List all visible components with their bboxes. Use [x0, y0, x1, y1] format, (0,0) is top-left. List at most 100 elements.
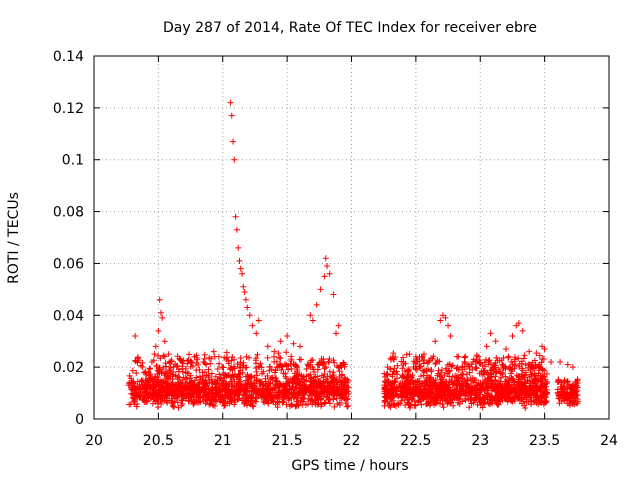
data-point	[298, 356, 305, 363]
data-point	[193, 374, 200, 381]
data-point	[265, 397, 272, 404]
data-point	[219, 385, 226, 392]
data-point	[437, 317, 444, 324]
data-point	[234, 396, 241, 403]
x-tick-label: 21.5	[272, 433, 303, 449]
data-point	[239, 395, 246, 402]
data-point	[235, 395, 242, 402]
data-point	[151, 394, 158, 401]
data-point	[548, 358, 555, 365]
y-tick-label: 0.14	[53, 49, 84, 65]
data-point	[569, 364, 576, 371]
data-point	[387, 365, 394, 372]
data-point	[194, 399, 201, 406]
x-tick-label: 20.5	[143, 433, 174, 449]
data-point	[196, 366, 203, 373]
data-point	[307, 312, 314, 319]
grid-lines	[94, 56, 609, 419]
data-point	[333, 330, 340, 337]
data-point	[266, 380, 273, 387]
data-point	[206, 390, 213, 397]
data-point	[283, 375, 290, 382]
data-point	[259, 393, 266, 400]
data-point	[331, 385, 338, 392]
data-point	[420, 368, 427, 375]
data-point	[196, 379, 203, 386]
data-point	[284, 333, 291, 340]
data-point	[212, 373, 219, 380]
data-point	[163, 381, 170, 388]
data-point	[318, 391, 325, 398]
data-point	[197, 386, 204, 393]
data-point	[314, 394, 321, 401]
data-point	[126, 372, 133, 379]
data-point	[340, 393, 347, 400]
data-point	[392, 378, 399, 385]
data-point	[236, 391, 243, 398]
data-point	[447, 333, 454, 340]
data-point	[232, 389, 239, 396]
data-point	[455, 353, 462, 360]
data-point	[315, 400, 322, 407]
data-point	[128, 384, 135, 391]
data-point	[290, 380, 297, 387]
data-point	[246, 312, 253, 319]
data-point	[335, 322, 342, 329]
data-point	[271, 353, 278, 360]
data-point	[249, 402, 256, 409]
data-point	[285, 379, 292, 386]
y-tick-label: 0.08	[53, 205, 84, 221]
x-tick-label: 24	[600, 433, 618, 449]
data-point	[280, 391, 287, 398]
data-point	[156, 392, 163, 399]
data-point	[432, 338, 439, 345]
data-point	[189, 386, 196, 393]
data-point	[242, 296, 249, 303]
data-point	[163, 363, 170, 370]
data-point	[239, 270, 246, 277]
data-point	[250, 380, 257, 387]
data-point	[241, 388, 248, 395]
data-point	[174, 399, 181, 406]
data-point	[182, 395, 189, 402]
data-point	[271, 358, 278, 365]
data-point	[156, 296, 163, 303]
data-point	[540, 401, 547, 408]
data-point	[211, 396, 218, 403]
data-point	[146, 391, 153, 398]
data-point	[188, 398, 195, 405]
data-point	[152, 391, 159, 398]
data-point	[187, 375, 194, 382]
data-point	[330, 395, 337, 402]
data-point	[332, 376, 339, 383]
data-point	[168, 380, 175, 387]
data-point	[208, 376, 215, 383]
data-point	[269, 386, 276, 393]
data-point	[290, 340, 297, 347]
data-point	[231, 156, 238, 163]
data-point	[293, 398, 300, 405]
data-point	[158, 387, 165, 394]
data-point	[199, 394, 206, 401]
data-point	[169, 387, 176, 394]
data-point	[221, 402, 228, 409]
data-point	[288, 386, 295, 393]
data-point	[309, 389, 316, 396]
data-point	[230, 138, 237, 145]
data-point	[213, 389, 220, 396]
data-point	[321, 273, 328, 280]
data-point	[276, 389, 283, 396]
data-point	[178, 402, 185, 409]
data-point	[176, 383, 183, 390]
x-axis-label: GPS time / hours	[291, 458, 408, 474]
data-point	[345, 402, 352, 409]
data-point	[236, 381, 243, 388]
data-point	[283, 401, 290, 408]
data-point	[329, 372, 336, 379]
data-point	[487, 330, 494, 337]
data-point	[286, 394, 293, 401]
data-point	[287, 403, 294, 410]
data-point	[333, 387, 340, 394]
data-point	[255, 389, 262, 396]
data-point	[176, 390, 183, 397]
